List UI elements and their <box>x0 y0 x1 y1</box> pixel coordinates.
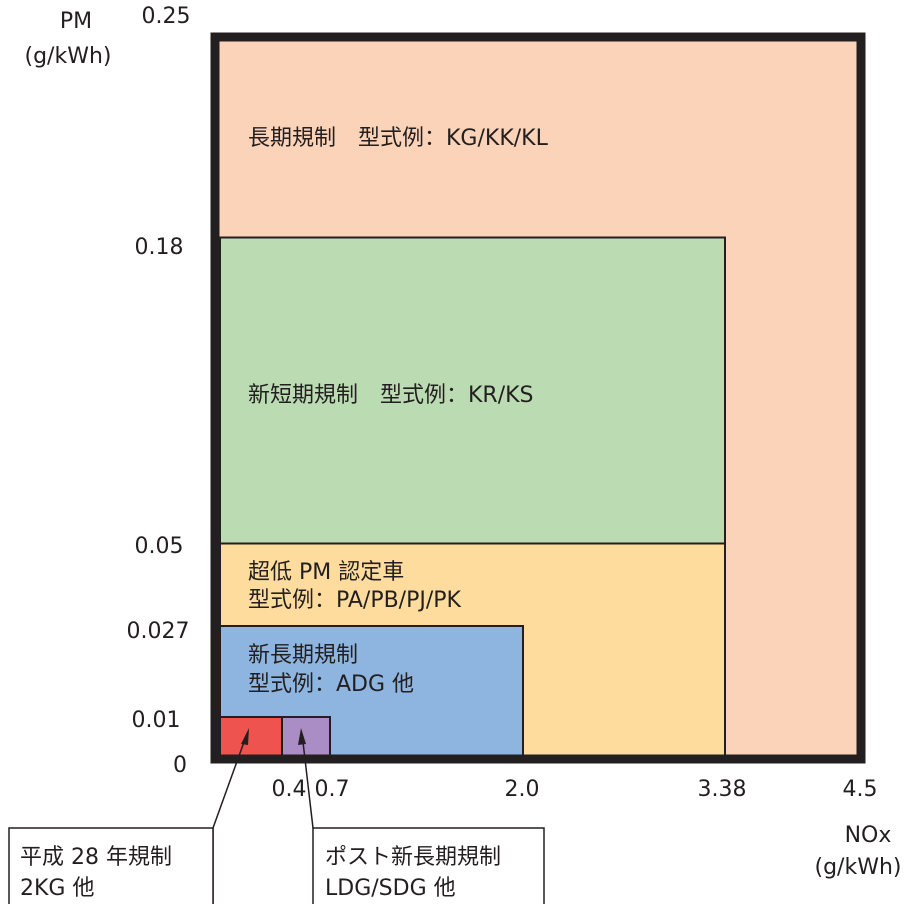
region-post-new-long-term <box>281 716 331 757</box>
x-axis-title: NOx <box>845 823 892 848</box>
callout-post-line1: ポスト新長期規制 <box>325 845 501 870</box>
y-axis-unit: (g/kWh) <box>25 44 112 69</box>
label-ultra-low-pm-2: 型式例：PA/PB/PJ/PK <box>248 588 462 613</box>
y-tick-0.18: 0.18 <box>135 235 184 260</box>
label-long-term: 長期規制 型式例：KG/KK/KL <box>248 126 549 151</box>
y-tick-0.25: 0.25 <box>142 4 191 29</box>
callout-h28-line1: 平成 28 年規制 <box>20 845 172 870</box>
label-ultra-low-pm-1: 超低 PM 認定車 <box>248 560 404 585</box>
region-new-short-term <box>219 236 726 545</box>
callout-h28-line2: 2KG 他 <box>20 876 94 901</box>
y-axis-title: PM <box>60 9 92 34</box>
outer-frame <box>210 32 866 764</box>
callout-h28: 平成 28 年規制 2KG 他 <box>8 827 214 904</box>
label-new-long-term-1: 新長期規制 <box>248 643 358 668</box>
x-tick-4.5: 4.5 <box>843 777 878 802</box>
x-tick-2.0: 2.0 <box>505 777 540 802</box>
arrow-post-new-long-term <box>298 728 314 829</box>
y-tick-0: 0 <box>173 753 187 778</box>
x-tick-3.38: 3.38 <box>698 777 747 802</box>
x-tick-0.4: 0.4 <box>272 777 307 802</box>
callout-post-line2: LDG/SDG 他 <box>325 876 456 901</box>
y-tick-0.027: 0.027 <box>127 619 190 644</box>
x-tick-0.7: 0.7 <box>315 777 350 802</box>
region-h28 <box>219 716 283 757</box>
callout-post-new-long-term: ポスト新長期規制 LDG/SDG 他 <box>312 827 545 904</box>
label-new-long-term-2: 型式例：ADG 他 <box>248 672 414 697</box>
y-tick-0.01: 0.01 <box>132 708 181 733</box>
x-axis-unit: (g/kWh) <box>815 855 902 880</box>
y-tick-0.05: 0.05 <box>135 534 184 559</box>
label-new-short-term: 新短期規制 型式例：KR/KS <box>248 383 534 408</box>
